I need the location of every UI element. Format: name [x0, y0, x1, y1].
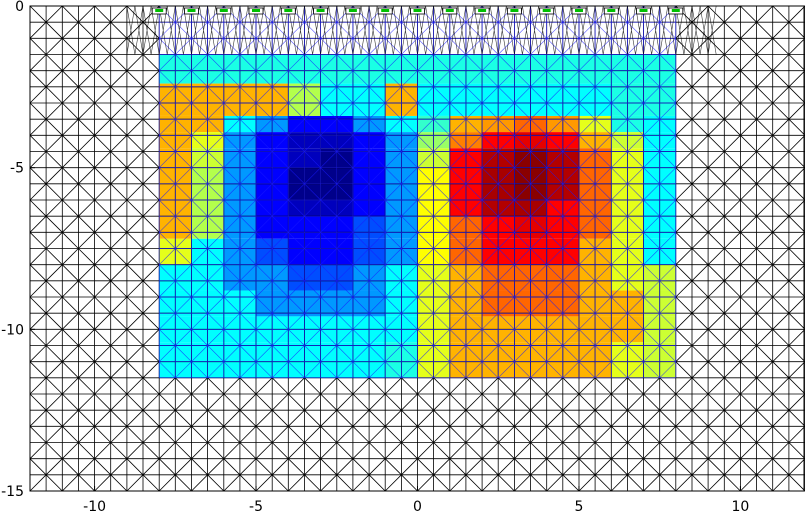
electrode-contact [639, 9, 648, 12]
x-tick-label: -5 [249, 499, 263, 515]
y-tick-label: -5 [10, 161, 24, 177]
y-tick-label: 0 [15, 0, 24, 15]
electrode-contact [187, 9, 196, 12]
electrode-contact [413, 9, 422, 12]
y-tick-label: -10 [1, 322, 24, 338]
x-tick: 5 [574, 486, 583, 515]
electrode-marker [184, 7, 199, 15]
y-tick: -5 [10, 161, 35, 177]
electrode-contact [219, 9, 228, 12]
x-tick: -5 [249, 486, 263, 515]
electrode-contact [155, 9, 164, 12]
y-tick: -15 [1, 484, 35, 500]
electrode-marker [313, 7, 329, 15]
electrode-contact [316, 9, 325, 12]
electrode-marker [603, 7, 619, 15]
electrode-marker [506, 7, 522, 15]
y-tick-label: -15 [1, 484, 24, 500]
electrode-marker [571, 7, 587, 15]
coarse-diagonals [29, 5, 805, 492]
fine-mesh [126, 5, 717, 379]
x-tick: -10 [83, 486, 106, 515]
electrode-contact [575, 9, 583, 12]
y-tick: -10 [1, 322, 35, 338]
x-axis-ticks: -10 -5 0 5 10 [83, 486, 749, 515]
electrode-contact [607, 9, 616, 12]
electrodes [151, 7, 684, 15]
electrode-marker [248, 7, 264, 15]
x-tick-label: 5 [574, 499, 583, 515]
electrode-marker [668, 7, 684, 15]
x-tick-label: 10 [732, 499, 750, 515]
electrode-marker [539, 7, 555, 15]
electrode-contact [284, 9, 293, 12]
electrode-contact [478, 9, 487, 12]
fine-diagonals [158, 5, 677, 379]
electrode-contact [510, 9, 519, 12]
x-tick: 0 [413, 486, 422, 515]
electrode-marker [410, 7, 425, 15]
x-tick-label: -10 [83, 499, 106, 515]
electrode-contact [381, 9, 390, 12]
electrode-contact [252, 9, 260, 12]
electrode-marker [636, 7, 651, 15]
y-axis-ticks: 0 -5 -10 -15 [1, 0, 35, 500]
electrode-marker [345, 7, 361, 15]
electrode-marker [377, 7, 393, 15]
electrode-contact [671, 9, 680, 12]
electrode-marker [216, 7, 232, 15]
x-tick: 10 [732, 486, 750, 515]
y-tick: 0 [15, 0, 35, 15]
electrode-marker [151, 7, 167, 15]
electrode-marker [474, 7, 490, 15]
electrode-marker [442, 7, 458, 15]
electrode-marker [280, 7, 296, 15]
electrode-contact [445, 9, 454, 12]
x-tick-label: 0 [413, 499, 422, 515]
surface-refinement [126, 5, 717, 55]
electrode-contact [348, 9, 357, 12]
electrode-contact [542, 9, 551, 12]
